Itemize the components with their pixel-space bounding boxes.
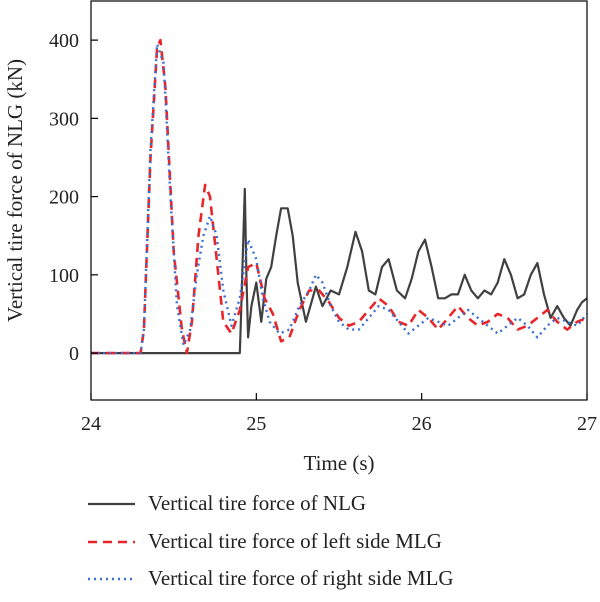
legend-label-2: Vertical tire force of left side MLG — [148, 529, 442, 553]
x-tick-label: 26 — [412, 413, 432, 435]
legend-label-1: Vertical tire force of NLG — [148, 491, 366, 515]
x-tick-label: 25 — [246, 413, 266, 435]
x-axis-title: Time (s) — [304, 451, 375, 475]
y-tick-label: 400 — [49, 30, 79, 52]
x-axis-ticks: 24 25 26 27 — [81, 393, 597, 435]
y-axis-ticks: 0 100 200 300 400 — [49, 30, 98, 365]
y-tick-label: 200 — [49, 187, 79, 209]
plot-frame — [90, 0, 588, 401]
series-line-2 — [91, 38, 588, 355]
y-tick-label: 300 — [49, 108, 79, 130]
y-tick-label: 0 — [69, 343, 79, 365]
y-tick-label: 100 — [49, 265, 79, 287]
legend-label-3: Vertical tire force of right side MLG — [148, 566, 454, 590]
x-tick-label: 27 — [577, 413, 597, 435]
legend: Vertical tire force of NLG Vertical tire … — [88, 491, 454, 590]
y-axis-title: Vertical tire force of NLG (kN) — [3, 59, 27, 322]
plot-lines — [91, 38, 588, 355]
x-tick-label: 24 — [81, 413, 101, 435]
series-line-3 — [91, 42, 588, 355]
series-line-1 — [91, 187, 588, 355]
